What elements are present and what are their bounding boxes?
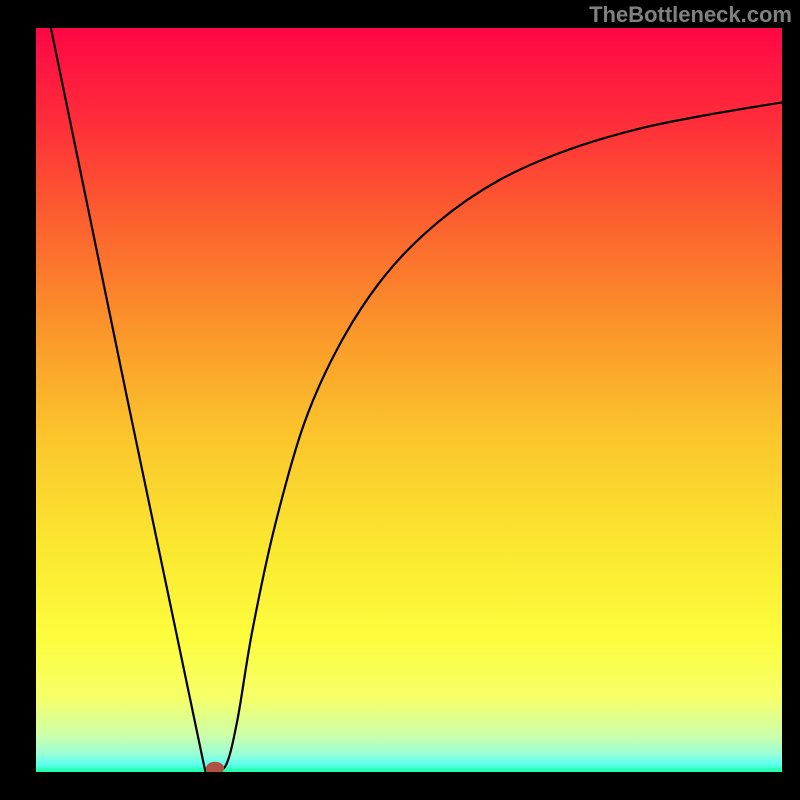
gradient-background	[36, 28, 782, 772]
bottleneck-chart	[36, 28, 782, 772]
chart-frame: TheBottleneck.com	[0, 0, 800, 800]
watermark-text: TheBottleneck.com	[589, 2, 792, 28]
